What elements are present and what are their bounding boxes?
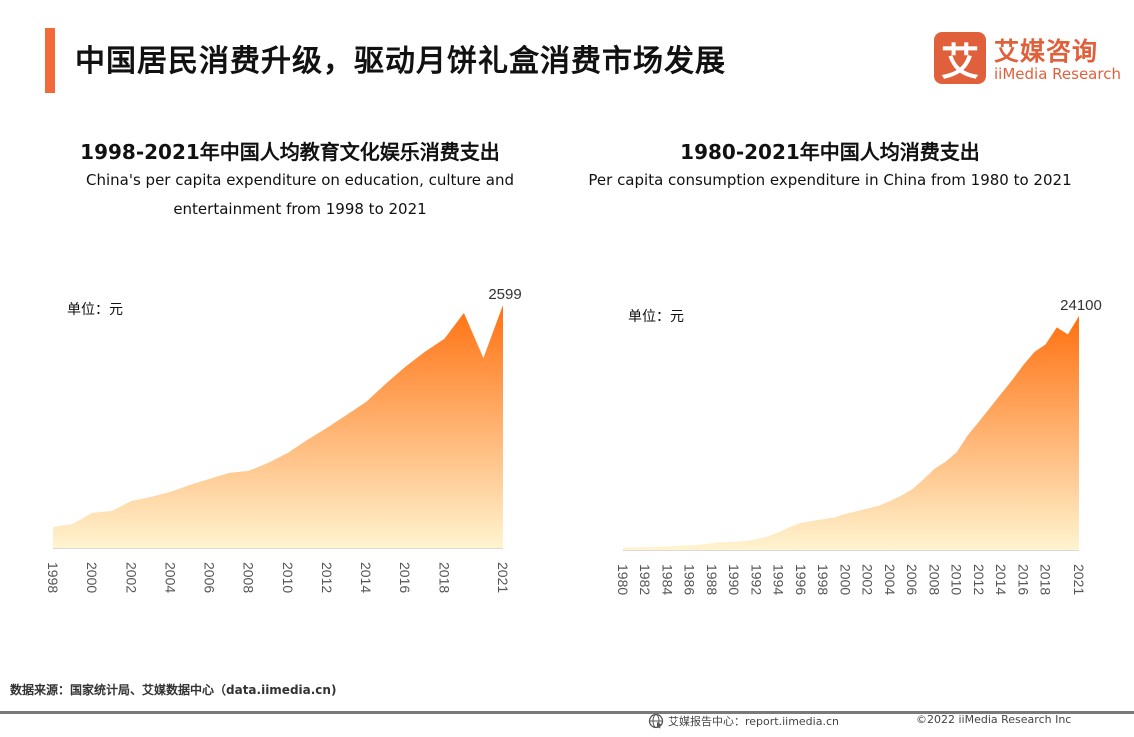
chart-2-unit-label: 单位：元 <box>628 309 684 325</box>
chart-1-plot: 1998 2000 2002 2004 2006 2008 2010 2012 2014 2016… <box>45 286 522 593</box>
x-tick-label: 2016 <box>397 562 413 593</box>
x-tick-label: 2008 <box>241 562 257 593</box>
x-tick-label: 2002 <box>860 564 876 595</box>
x-tick-label: 1998 <box>815 564 831 595</box>
x-tick-label: 1982 <box>637 564 653 595</box>
x-tick-label: 2004 <box>162 562 178 593</box>
x-tick-label: 2014 <box>993 564 1009 595</box>
report-center-link[interactable]: 艾媒报告中心：report.iimedia.cn <box>648 713 839 729</box>
x-tick-label: 2004 <box>882 564 898 595</box>
x-tick-label: 2010 <box>280 562 296 593</box>
x-tick-label: 1996 <box>793 564 809 595</box>
x-tick-label: 2021 <box>1071 564 1087 595</box>
data-label: 2599 <box>488 286 521 303</box>
chart-2-subtitle: Per capita consumption expenditure in Ch… <box>560 166 1100 195</box>
chart-1-subtitle: China's per capita expenditure on educat… <box>40 166 560 224</box>
x-tick-label: 2018 <box>1038 564 1054 595</box>
area-series <box>53 305 503 548</box>
x-tick-label: 1986 <box>682 564 698 595</box>
chart-1-subtitle-line-2: entertainment from 1998 to 2021 <box>173 200 427 218</box>
x-tick-label: 2000 <box>84 562 100 593</box>
logo-name-en: iiMedia Research <box>994 65 1121 83</box>
x-tick-label: 1998 <box>45 562 61 593</box>
x-tick-label: 2008 <box>926 564 942 595</box>
x-tick-label: 2014 <box>358 562 374 593</box>
chart-2-subtitle-line-1: Per capita consumption expenditure in Ch… <box>588 171 1072 189</box>
x-tick-label: 1990 <box>726 564 742 595</box>
x-tick-label: 1984 <box>659 564 675 595</box>
x-tick-label: 1980 <box>615 564 631 595</box>
x-tick-label: 1992 <box>748 564 764 595</box>
chart-2-plot: 1980 1982 1984 1986 1988 1990 1992 1994 1996 1998… <box>615 297 1102 595</box>
title-accent-bar <box>45 28 55 93</box>
copyright: ©2022 iiMedia Research Inc <box>916 713 1072 726</box>
x-tick-label: 2021 <box>495 562 511 593</box>
iimedia-logo: 艾 艾媒咨询 iiMedia Research <box>934 32 1121 86</box>
x-tick-label: 2018 <box>436 562 452 593</box>
footer-divider <box>0 711 1134 714</box>
chart-1-title: 1998-2021年中国人均教育文化娱乐消费支出 <box>80 140 500 164</box>
report-center-text[interactable]: 艾媒报告中心：report.iimedia.cn <box>668 715 839 728</box>
chart-1-subtitle-line-1: China's per capita expenditure on educat… <box>86 171 514 189</box>
x-tick-label: 2006 <box>904 564 920 595</box>
page-title: 中国居民消费升级，驱动月饼礼盒消费市场发展 <box>75 44 726 79</box>
x-tick-label: 2006 <box>202 562 218 593</box>
data-label: 24100 <box>1060 297 1102 314</box>
data-source-note: 数据来源：国家统计局、艾媒数据中心（data.iimedia.cn) <box>10 683 337 697</box>
chart-1-unit-label: 单位：元 <box>67 302 123 318</box>
x-tick-label: 1988 <box>704 564 720 595</box>
chart-2-title: 1980-2021年中国人均消费支出 <box>680 140 980 164</box>
x-tick-label: 2010 <box>949 564 965 595</box>
globe-cursor-icon <box>648 713 664 729</box>
x-tick-label: 2016 <box>1015 564 1031 595</box>
x-tick-label: 2012 <box>971 564 987 595</box>
x-tick-label: 2000 <box>837 564 853 595</box>
x-tick-label: 2012 <box>319 562 335 593</box>
area-series <box>623 316 1079 550</box>
logo-name-cn: 艾媒咨询 <box>994 37 1099 66</box>
x-tick-label: 2002 <box>123 562 139 593</box>
x-tick-label: 1994 <box>771 564 787 595</box>
logo-mark-icon: 艾 <box>934 32 986 84</box>
